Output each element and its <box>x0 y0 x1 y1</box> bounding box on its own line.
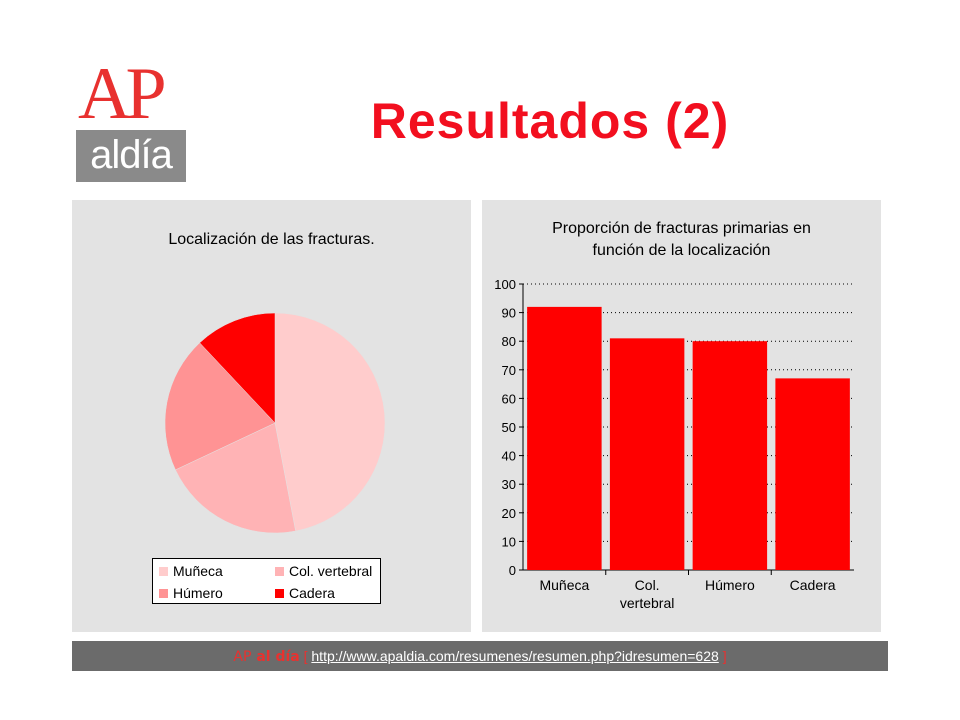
pie-chart <box>164 312 386 534</box>
legend-label-col-vertebral: Col. vertebral <box>289 563 373 579</box>
legend-label-humero: Húmero <box>173 585 223 601</box>
logo-aldia: aldía <box>76 130 186 182</box>
y-tick-label: 10 <box>502 534 516 549</box>
bar-chart-panel: Proporción de fracturas primarias en fun… <box>482 200 881 632</box>
bar-3 <box>692 341 768 570</box>
legend-item-cadera: Cadera <box>275 585 335 601</box>
bar-2 <box>609 338 685 570</box>
pie-slice-cadera <box>199 312 276 424</box>
x-tick-label: Húmero <box>705 577 755 593</box>
footer-brand: AP al día <box>233 649 299 665</box>
footer-close-bracket: ] <box>722 648 727 664</box>
pie-chart-panel: Localización de las fracturas. Muñeca Co… <box>72 200 471 632</box>
logo-ap: AP <box>78 53 167 135</box>
logo: AP aldía <box>76 54 188 182</box>
bar-4 <box>775 378 850 570</box>
bar-chart-title-line-1: Proporción de fracturas primarias en <box>552 220 811 237</box>
y-tick-label: 30 <box>502 477 516 492</box>
y-tick-label: 80 <box>502 334 516 349</box>
y-tick-label: 40 <box>502 449 516 464</box>
footer-url-link[interactable]: http://www.apaldia.com/resumenes/resumen… <box>311 648 719 664</box>
page-title: Resultados (2) <box>370 93 730 149</box>
footer-brand-ap: AP <box>233 649 252 665</box>
x-tick-label: Muñeca <box>539 577 589 593</box>
footer: AP al día [ http://www.apaldia.com/resum… <box>72 641 888 671</box>
legend-item-humero: Húmero <box>159 585 223 601</box>
x-tick-label: vertebral <box>620 595 674 611</box>
legend-item-col-vertebral: Col. vertebral <box>275 563 372 579</box>
y-tick-label: 20 <box>502 506 516 521</box>
pie-legend: Muñeca Col. vertebral Húmero Cadera <box>152 558 381 604</box>
pie-chart-title: Localización de las fracturas. <box>168 231 375 248</box>
legend-swatch-humero <box>159 588 168 598</box>
legend-label-muneca: Muñeca <box>173 563 223 579</box>
footer-open-bracket: [ <box>303 648 308 664</box>
y-tick-label: 60 <box>502 391 516 406</box>
y-tick-label: 100 <box>494 277 516 292</box>
legend-label-cadera: Cadera <box>289 585 335 601</box>
bar-chart: 0 10 20 30 40 50 60 70 80 90 100 Muñeca Col. vertebra… <box>494 277 854 611</box>
pie-slice-col-vertebral <box>175 422 296 534</box>
pie-slice-humero <box>164 342 276 471</box>
legend-item-muneca: Muñeca <box>159 563 223 579</box>
pie-slice-muneca <box>274 312 386 532</box>
x-tick-label: Cadera <box>790 577 836 593</box>
y-tick-label: 50 <box>502 420 516 435</box>
bar-chart-title: Proporción de fracturas primarias en fun… <box>482 218 881 262</box>
x-tick-label: Col. <box>635 577 660 593</box>
legend-swatch-muneca <box>159 566 168 576</box>
legend-swatch-col-vertebral <box>275 566 284 576</box>
legend-swatch-cadera <box>275 588 284 598</box>
y-tick-label: 0 <box>509 563 516 578</box>
y-tick-label: 70 <box>502 363 516 378</box>
footer-brand-rest: al día <box>251 649 300 665</box>
bar-1 <box>527 306 602 570</box>
y-tick-label: 90 <box>502 306 516 321</box>
bar-chart-title-line-2: función de la localización <box>592 242 771 259</box>
